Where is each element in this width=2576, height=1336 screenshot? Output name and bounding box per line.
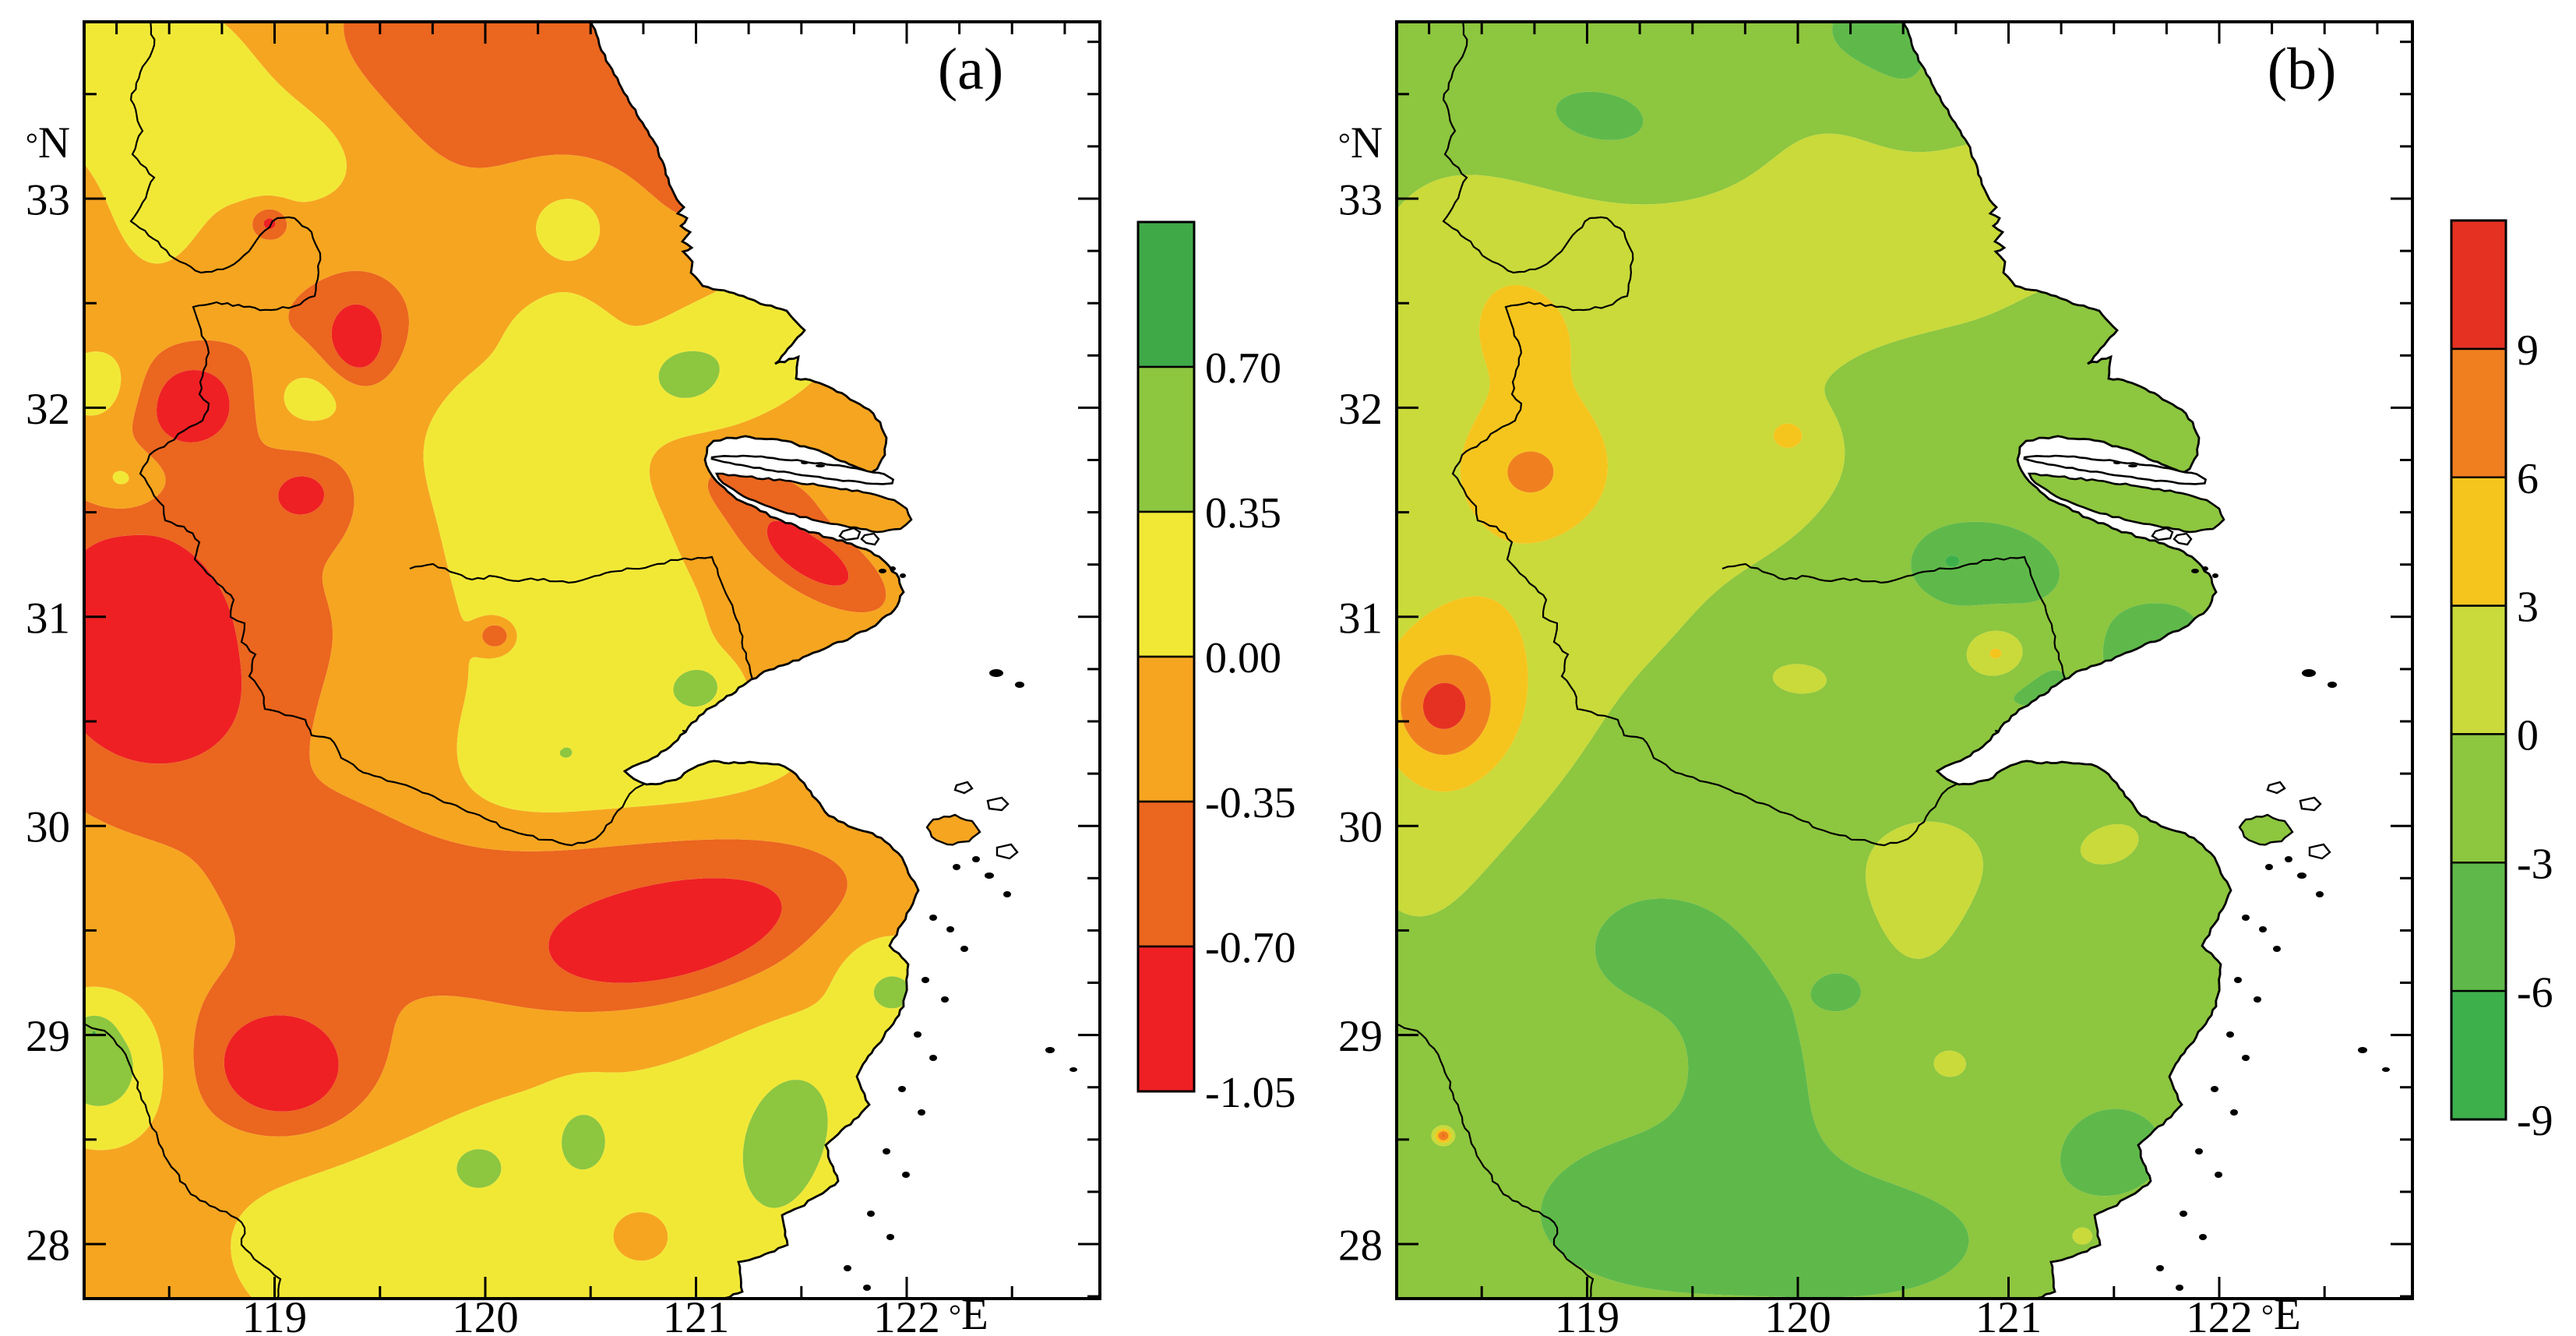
svg-text:0: 0	[2517, 712, 2539, 760]
svg-text:31: 31	[26, 594, 70, 643]
svg-text:119: 119	[1555, 1293, 1619, 1336]
svg-text:-9: -9	[2517, 1097, 2553, 1145]
svg-text:0.35: 0.35	[1205, 489, 1281, 538]
svg-text:32: 32	[26, 385, 70, 434]
svg-text:(a): (a)	[938, 37, 1003, 102]
svg-text:33: 33	[1338, 176, 1383, 225]
svg-text:°N: °N	[26, 118, 70, 167]
svg-text:31: 31	[1338, 594, 1383, 643]
svg-text:32: 32	[1338, 385, 1383, 434]
svg-text:28: 28	[1338, 1221, 1383, 1271]
svg-text:(b): (b)	[2268, 37, 2337, 102]
svg-text:122: 122	[2186, 1293, 2253, 1336]
svg-text:0.70: 0.70	[1205, 344, 1281, 393]
svg-text:-0.70: -0.70	[1205, 924, 1296, 972]
svg-text:-6: -6	[2517, 968, 2553, 1017]
svg-text:119: 119	[242, 1293, 307, 1336]
svg-text:°E: °E	[2261, 1290, 2301, 1336]
svg-text:120: 120	[452, 1293, 519, 1336]
svg-text:-3: -3	[2517, 840, 2553, 888]
svg-text:121: 121	[663, 1293, 730, 1336]
svg-text:30: 30	[26, 803, 70, 852]
svg-text:-0.35: -0.35	[1205, 779, 1296, 827]
svg-text:122: 122	[873, 1293, 940, 1336]
svg-text:30: 30	[1338, 803, 1383, 852]
svg-text:6: 6	[2517, 455, 2539, 503]
svg-text:28: 28	[26, 1221, 70, 1271]
svg-text:29: 29	[1338, 1012, 1383, 1061]
svg-text:120: 120	[1764, 1293, 1831, 1336]
svg-text:121: 121	[1975, 1293, 2042, 1336]
svg-text:-1.05: -1.05	[1205, 1069, 1296, 1117]
svg-text:°E: °E	[949, 1290, 988, 1336]
svg-text:29: 29	[26, 1012, 70, 1061]
svg-text:33: 33	[26, 176, 70, 225]
svg-text:3: 3	[2517, 583, 2539, 632]
svg-text:9: 9	[2517, 326, 2539, 375]
svg-text:°N: °N	[1338, 118, 1383, 167]
svg-text:0.00: 0.00	[1205, 634, 1281, 682]
